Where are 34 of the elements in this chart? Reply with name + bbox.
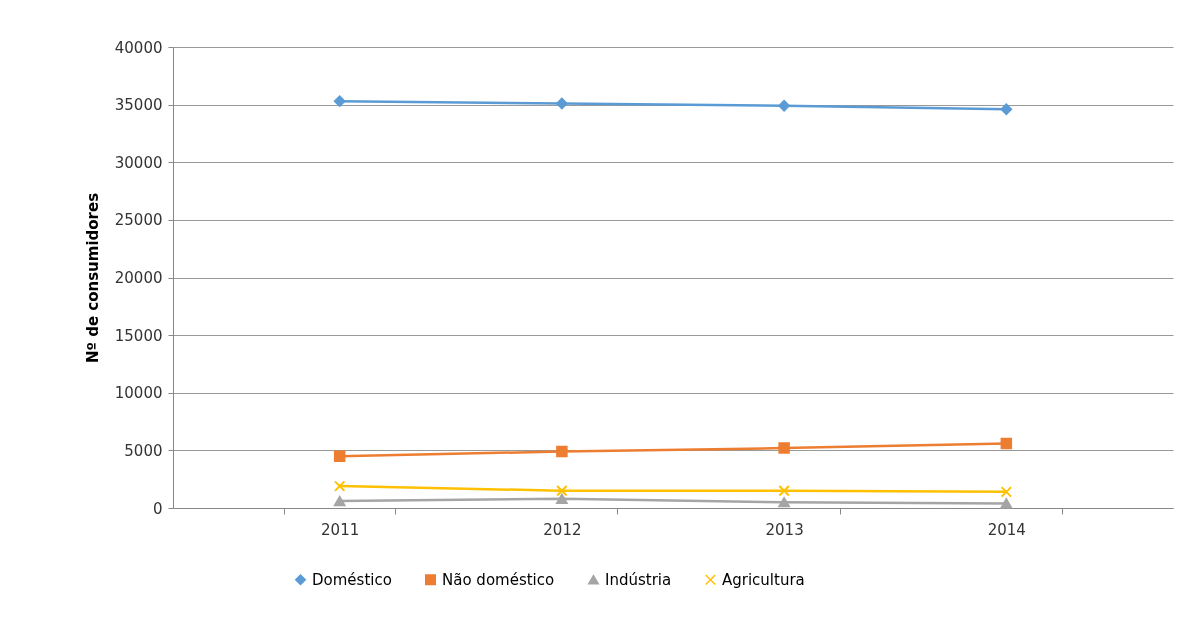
point [556,445,568,458]
x-tick-label: 2012 [543,520,582,539]
point [1000,103,1013,115]
point [556,493,568,504]
point [556,484,568,497]
legend-label: Indústria [605,570,672,589]
point [1000,486,1013,498]
legend-label: Agricultura [722,570,805,589]
y-tick-label: 0 [152,499,163,518]
point [778,484,790,497]
x-tick-label: 2014 [987,520,1026,539]
x-tick-label: 2013 [765,520,804,539]
point [1000,437,1013,450]
y-tick-label: 40000 [114,38,163,57]
point [333,95,346,107]
legend-label: Doméstico [312,570,392,589]
y-tick-label: 15000 [114,326,163,345]
y-tick-label: 30000 [114,153,163,172]
point [556,97,568,110]
point [333,480,346,492]
legend-label: Não doméstico [442,570,555,589]
y-tick-label: 20000 [114,269,163,287]
y-axis-title: Nº de consumidores [83,192,102,364]
y-tick-label: 5000 [124,441,163,460]
y-tick-label: 25000 [114,211,163,230]
point [1000,498,1013,509]
point [778,100,790,112]
y-tick-label: 10000 [114,384,163,403]
y-tick-label: 35000 [114,96,163,115]
x-tick-label: 2011 [321,520,360,539]
point [333,495,346,507]
point [778,497,790,508]
point [778,442,790,454]
point [333,450,346,462]
